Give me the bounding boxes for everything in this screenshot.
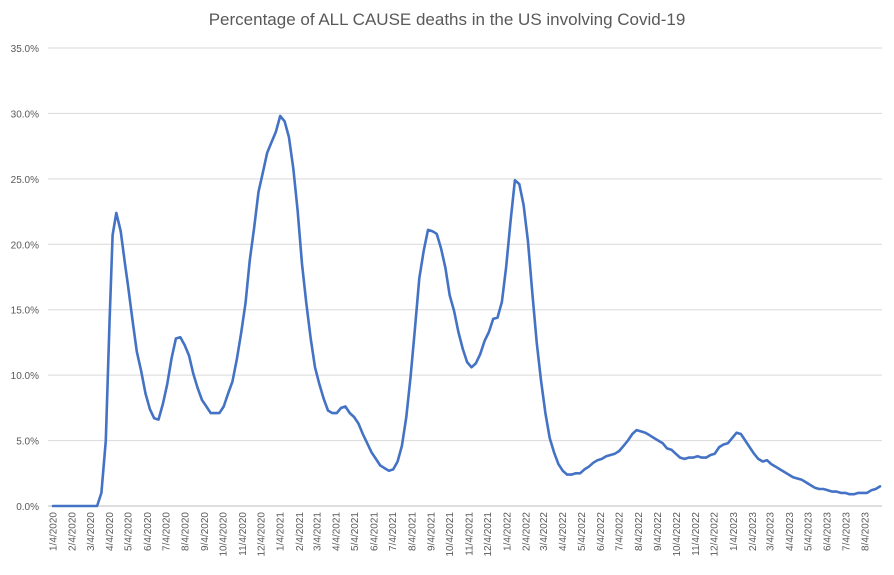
x-tick-label: 2/4/2022 xyxy=(522,512,533,551)
x-tick-label: 8/4/2023 xyxy=(861,512,872,551)
x-tick-label: 1/4/2020 xyxy=(49,512,60,551)
y-tick-label: 15.0% xyxy=(11,306,39,317)
x-tick-label: 4/4/2020 xyxy=(105,512,116,551)
chart-title: Percentage of ALL CAUSE deaths in the US… xyxy=(208,10,686,29)
x-tick-label: 8/4/2022 xyxy=(634,512,645,551)
x-tick-label: 5/4/2023 xyxy=(803,512,814,551)
x-tick-label: 2/4/2021 xyxy=(295,512,306,551)
x-tick-label: 10/4/2022 xyxy=(672,512,683,557)
series-layer xyxy=(51,114,882,508)
x-tick-label: 3/4/2023 xyxy=(766,512,777,551)
x-tick-label: 5/4/2020 xyxy=(124,512,135,551)
x-tick-label: 9/4/2021 xyxy=(427,512,438,551)
x-tick-label: 3/4/2022 xyxy=(539,512,550,551)
x-tick-label: 3/4/2021 xyxy=(312,512,323,551)
y-tick-label: 25.0% xyxy=(11,175,39,186)
x-tick-label: 8/4/2020 xyxy=(181,512,192,551)
x-tick-label: 5/4/2022 xyxy=(577,512,588,551)
x-tick-label: 6/4/2020 xyxy=(143,512,154,551)
y-tick-label: 0.0% xyxy=(16,502,39,513)
x-tick-label: 11/4/2020 xyxy=(238,512,249,556)
x-tick-label: 11/4/2022 xyxy=(691,512,702,556)
series-line xyxy=(51,114,882,508)
x-tick-label: 6/4/2022 xyxy=(596,512,607,551)
x-tick-label: 3/4/2020 xyxy=(86,512,97,551)
x-tick-label: 7/4/2023 xyxy=(841,512,852,551)
x-tick-label: 2/4/2020 xyxy=(68,512,79,551)
x-tick-label: 2/4/2023 xyxy=(748,512,759,551)
x-tick-label: 4/4/2023 xyxy=(785,512,796,551)
x-tick-label: 7/4/2020 xyxy=(161,512,172,551)
x-tick-label: 8/4/2021 xyxy=(407,512,418,551)
x-tick-label: 7/4/2022 xyxy=(615,512,626,551)
x-tick-label: 10/4/2021 xyxy=(445,512,456,557)
x-tick-label: 4/4/2022 xyxy=(558,512,569,551)
gridlines xyxy=(48,47,882,507)
x-tick-label: 5/4/2021 xyxy=(350,512,361,551)
x-tick-label: 6/4/2023 xyxy=(823,512,834,551)
y-tick-label: 20.0% xyxy=(11,240,39,251)
x-tick-label: 12/4/2020 xyxy=(256,512,267,557)
x-tick-label: 9/4/2020 xyxy=(200,512,211,551)
x-tick-label: 7/4/2021 xyxy=(388,512,399,551)
x-tick-label: 12/4/2021 xyxy=(483,512,494,557)
x-tick-label: 12/4/2022 xyxy=(710,512,721,557)
x-tick-label: 1/4/2023 xyxy=(729,512,740,551)
x-tick-label: 10/4/2020 xyxy=(219,512,230,557)
x-tick-label: 1/4/2021 xyxy=(276,512,287,551)
y-tick-label: 5.0% xyxy=(16,437,39,448)
x-tick-label: 6/4/2021 xyxy=(369,512,380,551)
x-tick-label: 4/4/2021 xyxy=(332,512,343,551)
x-axis-tick-labels: 1/4/2020 2/4/2020 3/4/2020 4/4/2020 5/4/2020… xyxy=(49,512,872,557)
x-tick-label: 1/4/2022 xyxy=(502,512,513,551)
y-tick-label: 10.0% xyxy=(11,371,39,382)
y-tick-label: 30.0% xyxy=(11,109,39,120)
y-axis-tick-labels: 0.0% 5.0% 10.0% 15.0% 20.0% 25.0% 30.0% 35.0% xyxy=(11,44,39,513)
y-tick-label: 35.0% xyxy=(11,44,39,55)
x-tick-label: 9/4/2022 xyxy=(653,512,664,551)
x-tick-label: 11/4/2021 xyxy=(464,512,475,556)
